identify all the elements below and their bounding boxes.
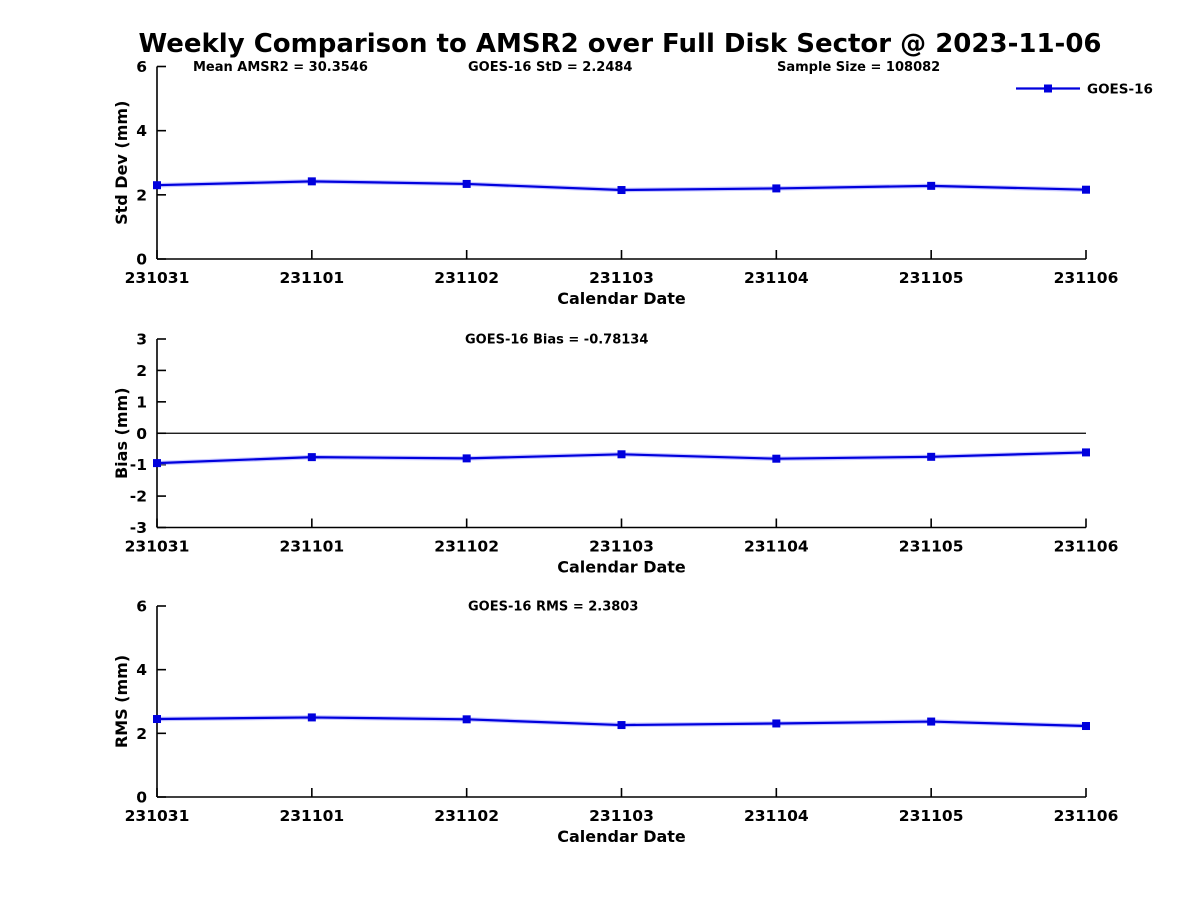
x-tick-label: 231105 [899,538,964,556]
data-point-marker [617,721,626,730]
chart-annotation: GOES-16 StD = 2.2484 [468,60,632,75]
legend-label: GOES-16 [1087,82,1153,98]
x-tick-label: 231101 [279,807,344,825]
chart-annotation: GOES-16 RMS = 2.3803 [468,600,638,615]
data-point-marker [462,179,471,188]
data-point-marker [927,181,936,190]
x-tick-label: 231031 [125,538,190,556]
data-point-marker [617,450,626,459]
data-point-marker [772,719,781,728]
x-axis-title-rms: Calendar Date [557,827,686,846]
chart-annotation: Mean AMSR2 = 30.3546 [193,60,368,75]
y-tick-label: 2 [136,186,147,204]
data-point-marker [307,453,316,462]
y-tick-label: 2 [136,725,147,743]
y-tick-label: -1 [130,456,147,474]
data-point-marker [462,715,471,724]
y-tick-label: 4 [136,122,147,140]
data-point-marker [1082,448,1090,457]
data-point-marker [772,454,781,463]
x-tick-label: 231102 [434,269,499,287]
data-point-marker [1082,185,1090,194]
chart-annotation: Sample Size = 108082 [777,60,940,75]
y-axis-title-bias: Bias (mm) [112,387,131,479]
data-point-marker [307,177,316,186]
data-point-marker [153,181,161,190]
x-tick-label: 231101 [279,538,344,556]
x-tick-label: 231104 [744,538,809,556]
y-tick-label: -2 [130,488,147,506]
x-tick-label: 231105 [899,807,964,825]
data-point-marker [927,717,936,726]
x-tick-label: 231106 [1054,807,1119,825]
x-tick-label: 231103 [589,538,654,556]
chart-annotation: GOES-16 Bias = -0.78134 [465,333,648,348]
x-tick-label: 231031 [125,269,190,287]
x-tick-label: 231104 [744,269,809,287]
x-tick-label: 231102 [434,807,499,825]
x-tick-label: 231031 [125,807,190,825]
x-axis-title-std-dev: Calendar Date [557,289,686,308]
page-title: Weekly Comparison to AMSR2 over Full Dis… [138,29,1102,59]
x-tick-label: 231103 [589,807,654,825]
y-tick-label: 0 [136,251,147,269]
y-tick-label: 6 [136,58,147,76]
x-tick-label: 231105 [899,269,964,287]
x-axis-title-bias: Calendar Date [557,558,686,577]
y-tick-label: 6 [136,598,147,616]
data-point-marker [927,452,936,461]
x-tick-label: 231101 [279,269,344,287]
legend-marker [1044,84,1052,93]
data-point-marker [462,454,471,463]
data-point-marker [772,184,781,193]
data-point-marker [617,186,626,195]
data-point-marker [307,713,316,722]
y-axis-title-rms: RMS (mm) [112,655,131,748]
y-tick-label: 4 [136,661,147,679]
y-tick-label: 0 [136,425,147,443]
y-tick-label: 2 [136,362,147,380]
y-tick-label: 0 [136,789,147,807]
y-tick-label: 1 [136,393,147,411]
data-point-marker [1082,722,1090,731]
data-point-marker [153,459,161,468]
x-tick-label: 231106 [1054,538,1119,556]
y-axis-title-std-dev: Std Dev (mm) [112,101,131,225]
x-tick-label: 231104 [744,807,809,825]
x-tick-label: 231106 [1054,269,1119,287]
y-tick-label: 3 [136,331,147,349]
y-tick-label: -3 [130,519,147,537]
x-tick-label: 231103 [589,269,654,287]
data-point-marker [153,715,161,724]
x-tick-label: 231102 [434,538,499,556]
